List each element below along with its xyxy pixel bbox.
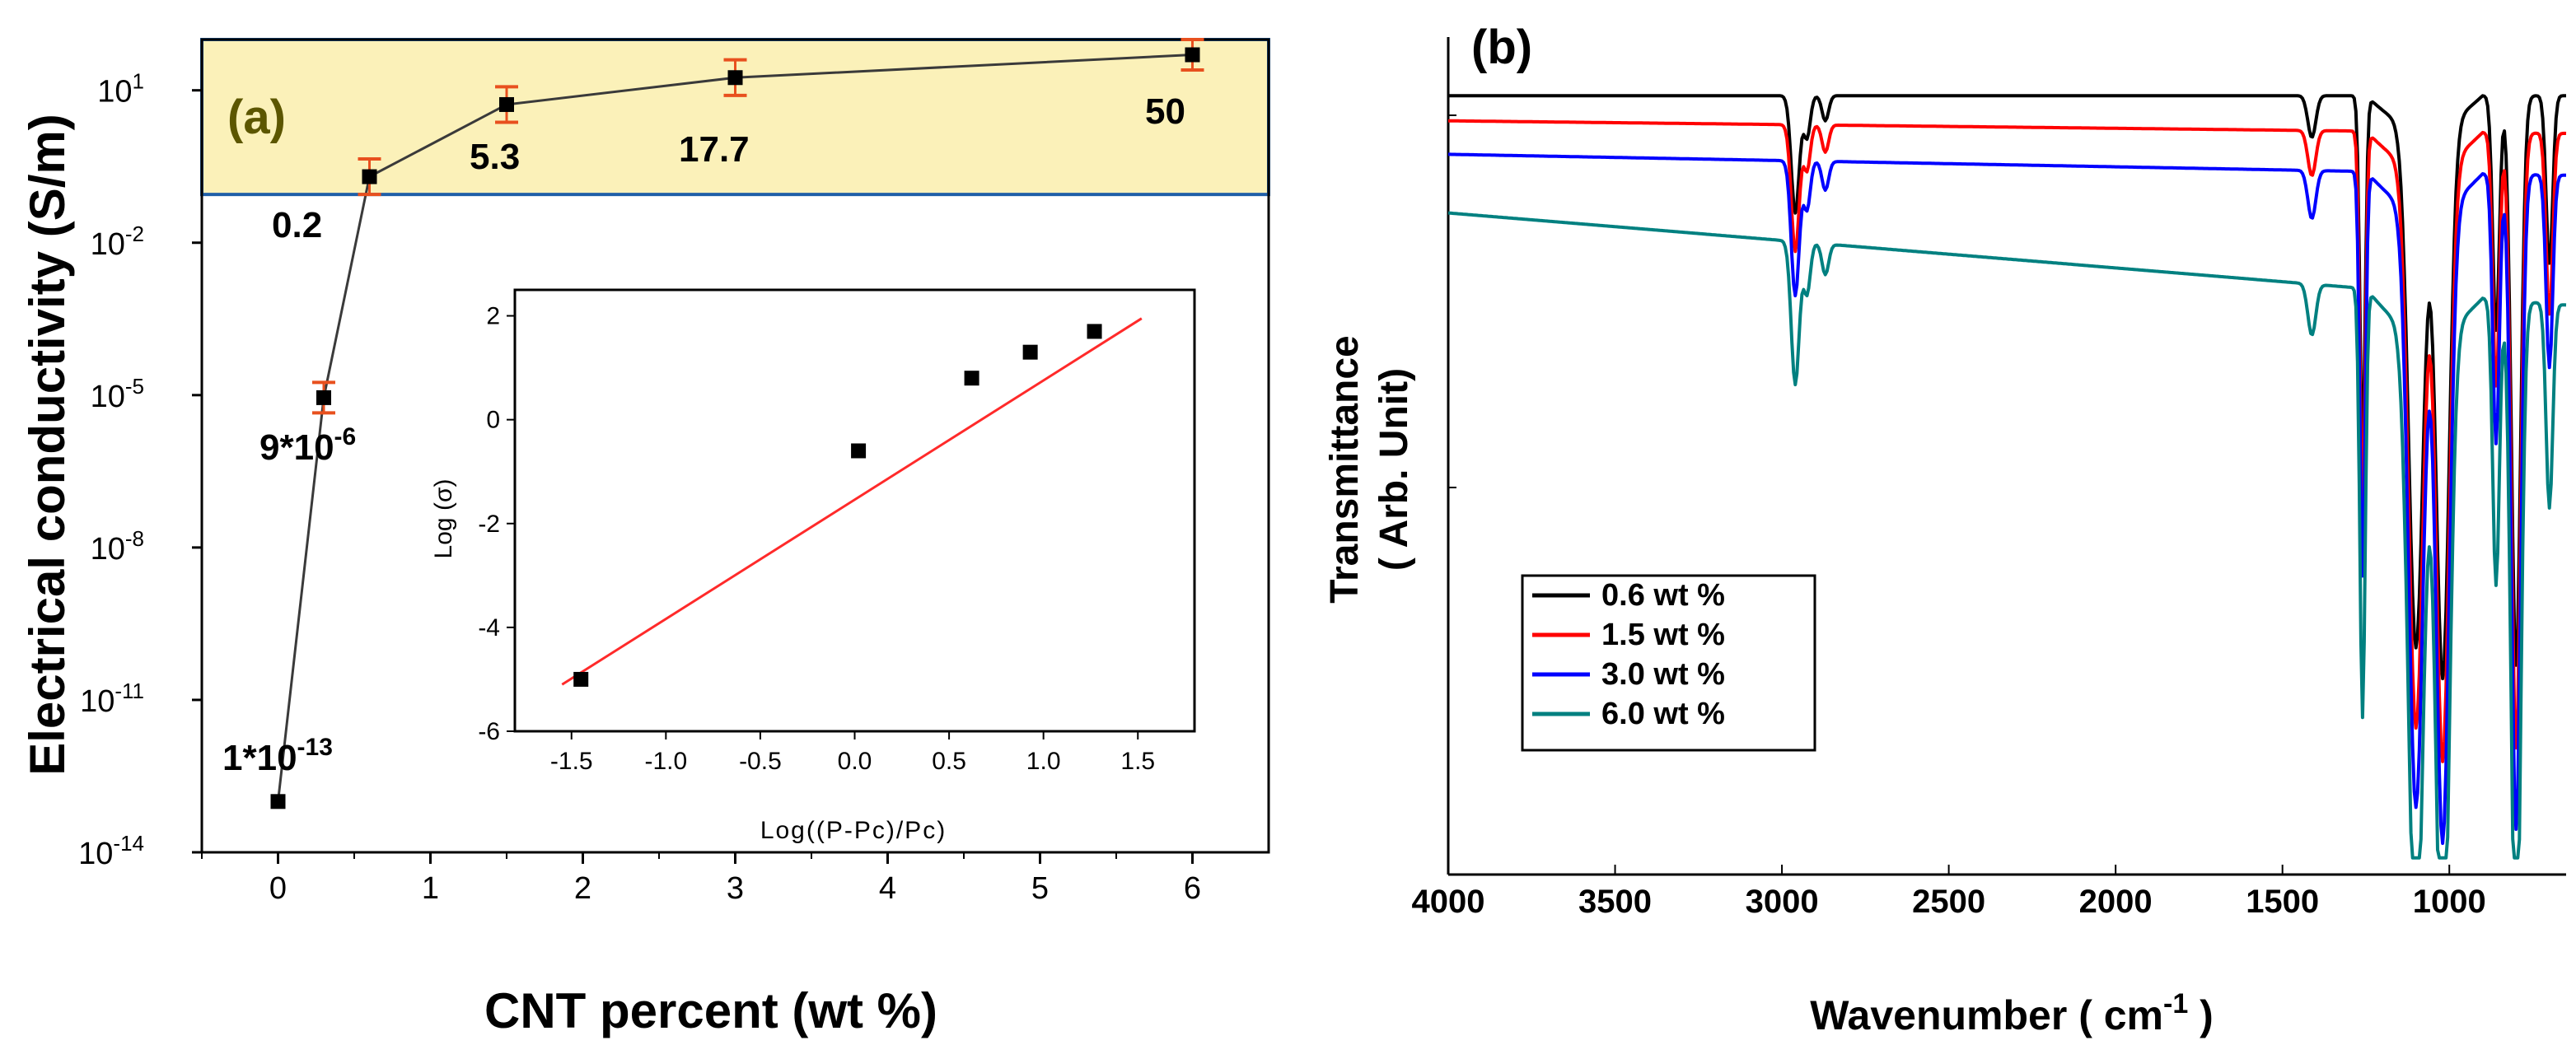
x-tick-label: 3 — [727, 871, 744, 906]
annotation-9e-6: 9*10-6 — [259, 423, 356, 468]
series-line — [1448, 119, 2567, 763]
y-tick-base: 10 — [97, 75, 132, 110]
x-tick-label: 1 — [422, 871, 439, 906]
inset-point — [573, 671, 589, 687]
legend-box — [1521, 574, 1816, 752]
y-tick-label: 10-8 — [91, 526, 144, 567]
chart-b: 4000 3500 3000 2500 2000 1500 1000 (b) Wavenum… — [1323, 21, 2567, 1038]
x-tick-label: 3500 — [1578, 884, 1652, 920]
inset-chart: -1.5 -1.0 -0.5 0.0 0.5 1.0 1.5 -6 -4 -2 0 2 Log((P-… — [430, 288, 1196, 844]
x-tick-label: 1000 — [2413, 884, 2486, 920]
x-axis-ticks: 0 1 2 3 4 5 6 — [201, 852, 1201, 906]
inset-y-tick-label: 2 — [486, 303, 500, 330]
x-tick-label: 2000 — [2079, 884, 2153, 920]
legend-label: 1.5 wt % — [1601, 618, 1725, 652]
data-point — [270, 794, 286, 809]
data-point — [727, 70, 743, 86]
x-tick-label: 2500 — [1912, 884, 1985, 920]
inset-y-tick-label: 0 — [486, 407, 500, 434]
annotation-17.7: 17.7 — [679, 129, 750, 170]
y-tick-base: 10 — [91, 227, 125, 262]
y-tick-exp: 1 — [133, 69, 144, 94]
x-tick-label: 5 — [1031, 871, 1049, 906]
inset-y-tick-label: -4 — [478, 614, 500, 641]
inset-ticks: -1.5 -1.0 -0.5 0.0 0.5 1.0 1.5 -6 -4 -2 0 2 — [478, 303, 1155, 775]
series-line — [1448, 94, 2566, 681]
inset-x-tick-label: 1.5 — [1120, 748, 1155, 775]
y-tick-label: 10-2 — [91, 222, 144, 262]
inset-fit-line — [561, 317, 1143, 686]
inset-frame — [513, 288, 1196, 733]
inset-x-tick-label: 1.0 — [1026, 748, 1061, 775]
annotation-5.3: 5.3 — [470, 137, 520, 177]
inset-x-tick-label: -1.0 — [644, 748, 687, 775]
plot-frame — [200, 38, 1270, 854]
inset-x-tick-label: 0.5 — [932, 748, 966, 775]
fit-line — [561, 317, 1143, 686]
series-line — [1448, 152, 2566, 846]
y-tick-base: 10 — [91, 380, 125, 414]
legend-label: 6.0 wt % — [1601, 697, 1725, 731]
x-tick-label: 4000 — [1412, 884, 1485, 920]
data-point — [499, 96, 514, 112]
legend-label: 0.6 wt % — [1601, 578, 1725, 613]
inset-x-tick-label: -1.5 — [550, 748, 593, 775]
x-tick-label: 1500 — [2246, 884, 2319, 920]
y-tick-base: 10 — [80, 684, 115, 719]
x-axis-label: Wavenumber ( cm-1 ) — [1810, 988, 2214, 1038]
panel-label-b: (b) — [1471, 21, 1532, 74]
y-tick-label: 10-14 — [78, 831, 144, 871]
y-tick-label: 10-5 — [91, 374, 144, 414]
inset-y-label: Log (σ) — [430, 479, 457, 559]
y-tick-base: 10 — [78, 837, 113, 871]
axes: 4000 3500 3000 2500 2000 1500 1000 — [1412, 37, 2566, 920]
y-tick-exp: -2 — [125, 222, 144, 246]
y-tick-exp: -11 — [115, 679, 144, 703]
y-tick-label: 101 — [97, 69, 144, 110]
y-tick-label: 10-11 — [80, 679, 144, 719]
legend: 0.6 wt % 1.5 wt % 3.0 wt % 6.0 wt % — [1521, 574, 1816, 752]
x-tick-label: 2 — [574, 871, 591, 906]
inset-point — [1087, 324, 1102, 339]
x-tick-label: 4 — [879, 871, 896, 906]
series-conductivity — [270, 38, 1204, 809]
inset-x-label: Log((P-Pc)/Pc) — [760, 817, 947, 844]
data-point — [316, 390, 331, 405]
series-line — [1447, 211, 2567, 860]
y-tick-exp: -14 — [113, 831, 144, 856]
data-point — [362, 169, 377, 184]
inset-points — [573, 324, 1102, 687]
panel-label-a: (a) — [227, 91, 286, 144]
y-tick-exp: -5 — [125, 374, 144, 399]
inset-y-tick-label: -2 — [478, 511, 500, 538]
x-tick-label: 6 — [1184, 871, 1201, 906]
inset-point — [851, 443, 867, 459]
x-tick-label: 3000 — [1746, 884, 1819, 920]
annotation-50: 50 — [1145, 91, 1185, 132]
inset-x-tick-label: -0.5 — [739, 748, 782, 775]
y-axis-label-line2: ( Arb. Unit) — [1372, 368, 1416, 571]
legend-label: 3.0 wt % — [1601, 657, 1725, 692]
inset-y-tick-label: -6 — [478, 718, 500, 745]
series-line — [277, 54, 1193, 802]
series-lines — [1447, 94, 2567, 860]
y-tick-exp: -8 — [125, 526, 144, 551]
y-tick-base: 10 — [91, 532, 125, 567]
inset-point — [964, 371, 979, 386]
x-tick-label: 0 — [269, 871, 287, 906]
inset-point — [1022, 344, 1038, 360]
data-annotations: 1*10-13 9*10-6 0.2 5.3 17.7 50 — [222, 91, 1185, 778]
y-axis-label-line1: Transmittance — [1323, 335, 1367, 603]
annotation-1e-13: 1*10-13 — [222, 734, 333, 778]
y-axis-label: Electrical conductivity (S/m) — [20, 114, 75, 776]
data-point — [1185, 47, 1200, 63]
inset-x-tick-label: 0.0 — [838, 748, 872, 775]
x-axis-label: CNT percent (wt %) — [484, 983, 937, 1038]
annotation-0.2: 0.2 — [272, 205, 322, 245]
